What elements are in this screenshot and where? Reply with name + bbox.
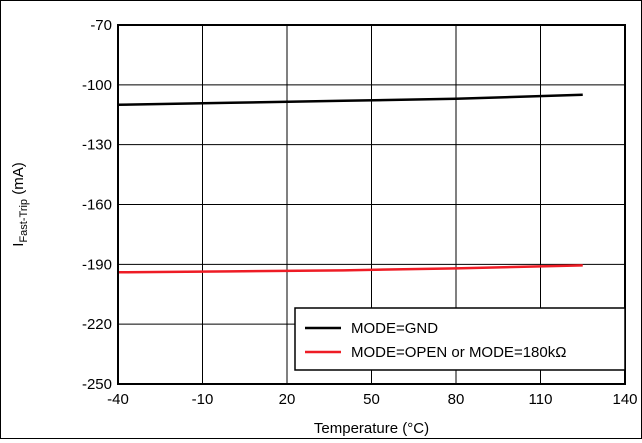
y-tick-label: -190 [82, 256, 112, 273]
y-axis-label-subscript: Fast-Trip [18, 199, 30, 243]
y-tick-label: -130 [82, 137, 112, 154]
legend-box [294, 307, 626, 371]
y-axis-label-unit: (mA) [10, 162, 27, 199]
y-axis-label-main: I [10, 243, 27, 247]
y-tick-label: -220 [82, 316, 112, 333]
x-tick-label: 50 [363, 391, 380, 408]
x-tick-label: 140 [612, 391, 637, 408]
series-line-mode-open-180k [117, 264, 583, 274]
x-tick-label: 110 [529, 391, 553, 408]
x-tick-label: 80 [448, 391, 465, 408]
y-tick-label: -160 [82, 197, 112, 214]
x-tick-label: -40 [107, 391, 129, 408]
tick-labels: -40 -10 20 50 80 110 140 -70 -100 -130 -160 -190 -22… [82, 17, 638, 408]
y-tick-label: -250 [82, 376, 112, 393]
series-line-mode-gnd [117, 93, 583, 107]
series-layer [117, 93, 583, 274]
x-tick-label: -10 [192, 391, 214, 408]
y-tick-label: -100 [82, 77, 112, 94]
legend-label: MODE=OPEN or MODE=180kΩ [351, 344, 566, 361]
legend: MODE=GND MODE=OPEN or MODE=180kΩ [294, 307, 626, 371]
y-axis-label: IFast-Trip (mA) [10, 162, 30, 246]
y-tick-label: -70 [90, 17, 112, 34]
x-tick-label: 20 [279, 391, 296, 408]
plot-border [117, 24, 626, 385]
legend-label: MODE=GND [351, 320, 438, 337]
x-axis-label: Temperature (°C) [314, 420, 429, 437]
